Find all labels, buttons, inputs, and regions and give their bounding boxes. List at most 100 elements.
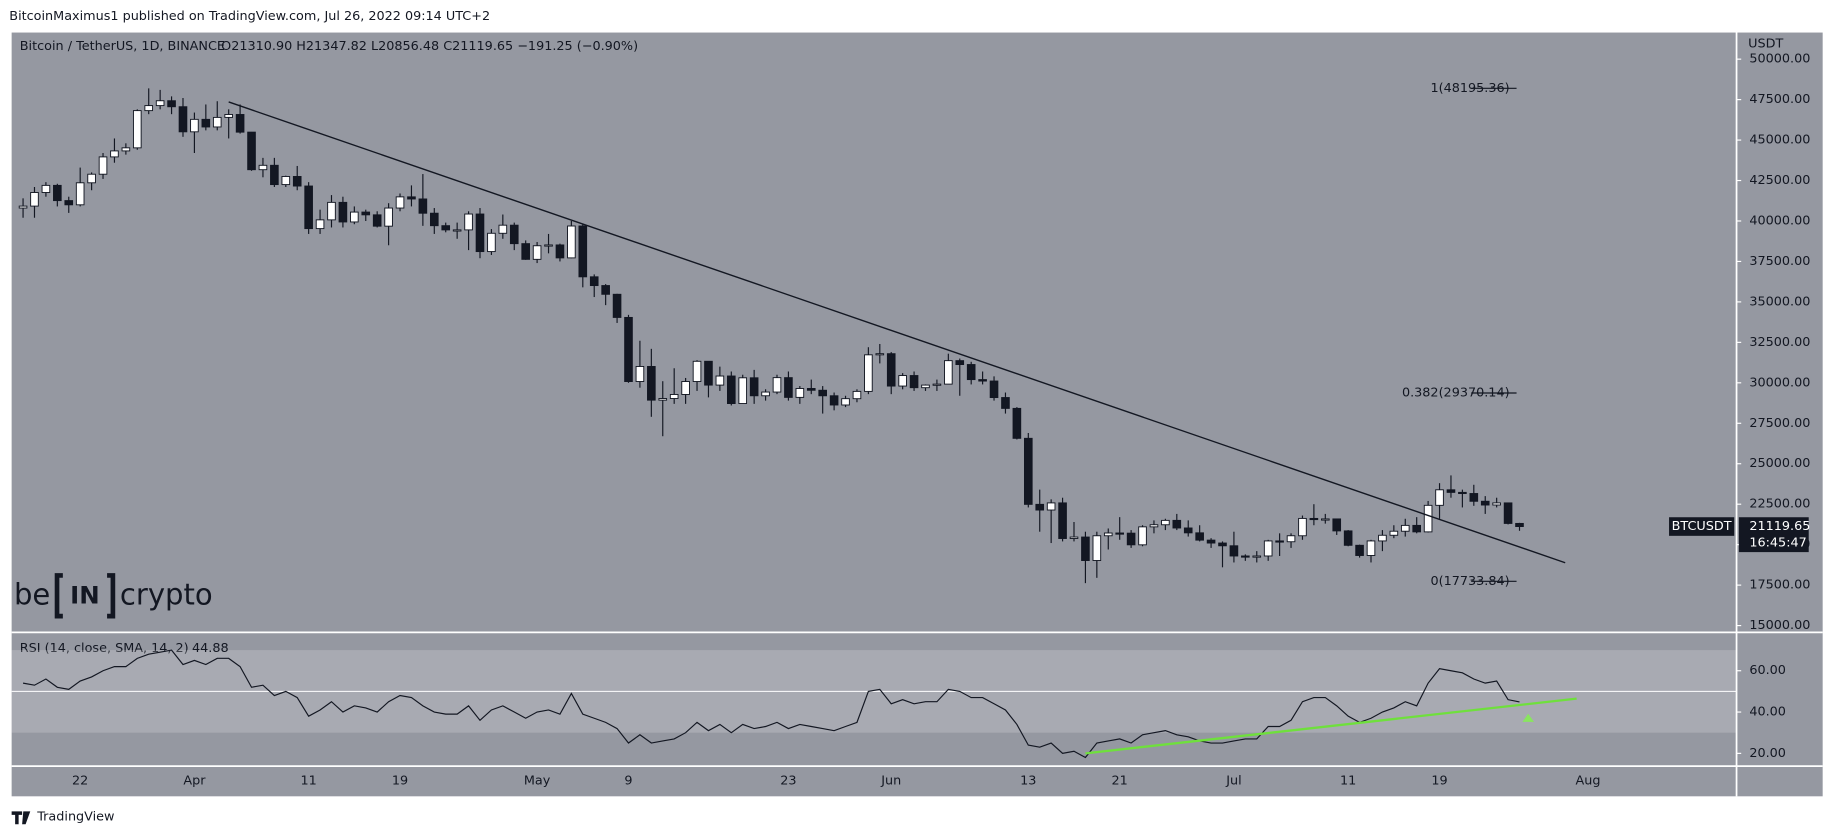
candle-body: [1229, 545, 1239, 557]
candle-body: [64, 200, 74, 206]
candle-body: [715, 375, 725, 386]
candle-body: [1343, 530, 1353, 546]
candle-body: [1069, 536, 1079, 539]
footer-logo: [11, 811, 31, 825]
watermark-bracket: [54, 573, 116, 619]
rsi-value: 44.88: [192, 641, 229, 656]
candle-body: [978, 379, 987, 382]
candle-body: [898, 375, 907, 387]
candle-body: [1081, 536, 1090, 561]
candle-body: [452, 229, 462, 232]
x-tick-label: 22: [72, 774, 88, 789]
symbol-tag: [1669, 517, 1735, 536]
candle-body: [1389, 530, 1399, 536]
candle-body: [1241, 555, 1250, 558]
candle-body: [144, 105, 154, 112]
candle-body: [1058, 502, 1067, 539]
x-tick-label: 11: [1340, 774, 1356, 789]
candle-body: [1309, 517, 1319, 521]
candle-body: [1400, 524, 1410, 532]
candle-body: [1355, 544, 1364, 556]
candle-body: [327, 201, 336, 221]
candle-body: [1458, 491, 1467, 495]
x-tick-label: 21: [1112, 774, 1128, 789]
candle-body: [761, 391, 770, 397]
candle-body: [692, 360, 702, 382]
candle-body: [1378, 534, 1387, 542]
candle-body: [361, 211, 371, 216]
candle-body: [1515, 522, 1524, 528]
candle-body: [270, 164, 279, 186]
rsi-title: RSI (14, close, SMA, 14, 2): [20, 641, 189, 656]
candle-body: [1321, 518, 1330, 521]
candle-body: [1172, 519, 1182, 529]
candle-body: [1503, 502, 1513, 524]
candle-body: [612, 293, 622, 318]
candle-body: [795, 388, 805, 398]
candle-body: [1001, 397, 1010, 409]
candle-body: [407, 196, 416, 200]
candle-body: [1298, 517, 1307, 537]
candle-body: [1492, 502, 1501, 506]
candle-body: [1206, 539, 1216, 544]
candle-body: [121, 147, 131, 152]
y-tick-label: 40000.00: [1749, 213, 1810, 228]
candle-body: [818, 389, 827, 397]
watermark: be IN crypto: [14, 573, 213, 619]
candle-body: [624, 316, 633, 382]
candle-body: [315, 219, 325, 230]
y-tick-label: 20.00: [1749, 746, 1786, 761]
candle-body: [989, 380, 999, 399]
candle-body: [41, 184, 51, 193]
candle-body: [75, 182, 85, 206]
candle-body: [475, 213, 485, 253]
candle-body: [1286, 535, 1296, 543]
candle-body: [875, 353, 885, 356]
candle-body: [1161, 519, 1170, 526]
candle-body: [749, 377, 759, 397]
y-tick-label: 47500.00: [1749, 92, 1810, 107]
candle-body: [395, 196, 405, 209]
symbol-tag-text: BTCUSDT: [1672, 519, 1732, 534]
candle-body: [281, 176, 291, 186]
candle-body: [247, 131, 256, 171]
symbol-title: Bitcoin / TetherUS, 1D, BINANCE: [20, 39, 225, 54]
candle-body: [87, 173, 96, 184]
candle-body: [966, 364, 976, 381]
candle-body: [372, 214, 382, 227]
price-tag-value: 21119.65: [1749, 519, 1810, 534]
candle-body: [235, 114, 245, 133]
candle-body: [1263, 540, 1273, 557]
rsi-arrow: [1522, 713, 1535, 722]
candle-body: [532, 245, 542, 260]
y-tick-label: 17500.00: [1749, 578, 1810, 593]
candle-body: [704, 360, 713, 386]
candle-body: [418, 198, 428, 214]
candle-body: [852, 390, 862, 400]
candle-body: [509, 224, 519, 245]
x-tick-label: Apr: [183, 774, 206, 789]
candle-body: [1126, 532, 1136, 546]
price-tag: [1738, 517, 1809, 553]
candle-body: [155, 100, 165, 107]
x-tick-label: May: [524, 774, 551, 789]
candle-body: [1469, 493, 1479, 502]
candle-body: [1332, 518, 1342, 532]
x-tick-label: 19: [1431, 774, 1447, 789]
candle-body: [258, 164, 268, 171]
candle-body: [681, 381, 690, 395]
trendline: [1085, 697, 1577, 755]
candle-body: [944, 360, 953, 385]
candle-body: [1275, 540, 1284, 543]
candle-body: [1103, 532, 1113, 537]
y-tick-label: 22500.00: [1749, 497, 1810, 512]
chart-panel: [11, 32, 1823, 797]
candle-body: [1138, 526, 1147, 546]
y-tick-label: 27500.00: [1749, 416, 1810, 431]
y-tick-label: 37500.00: [1749, 254, 1810, 269]
candle-body: [1252, 555, 1262, 558]
x-tick-label: Jul: [1225, 774, 1241, 789]
candle-body: [738, 377, 748, 405]
watermark-text: crypto: [120, 577, 213, 611]
candle-body: [98, 156, 108, 175]
